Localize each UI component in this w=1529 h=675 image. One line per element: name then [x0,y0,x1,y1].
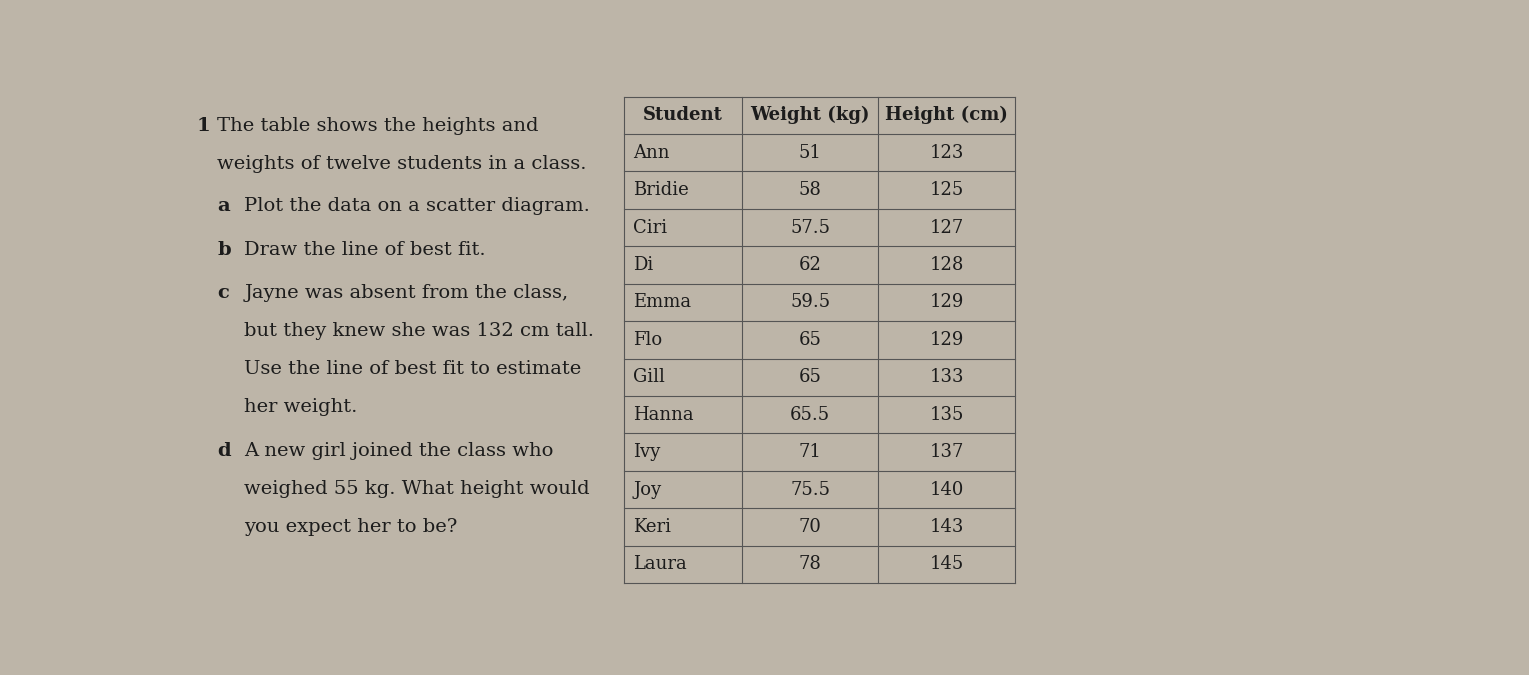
Text: 143: 143 [930,518,963,536]
Text: but they knew she was 132 cm tall.: but they knew she was 132 cm tall. [245,322,595,340]
Text: d: d [217,441,231,460]
Text: 128: 128 [930,256,963,274]
Text: 127: 127 [930,219,963,236]
Text: 135: 135 [930,406,963,424]
Text: 75.5: 75.5 [790,481,830,499]
Text: 137: 137 [930,443,963,461]
Text: Plot the data on a scatter diagram.: Plot the data on a scatter diagram. [245,197,590,215]
Text: Hanna: Hanna [633,406,694,424]
Text: The table shows the heights and: The table shows the heights and [217,117,538,136]
Text: Weight (kg): Weight (kg) [751,106,870,124]
Text: Student: Student [644,106,723,124]
Text: Use the line of best fit to estimate: Use the line of best fit to estimate [245,360,581,378]
Text: 71: 71 [798,443,821,461]
Text: Joy: Joy [633,481,661,499]
Text: Height (cm): Height (cm) [885,106,1008,124]
Text: 51: 51 [798,144,821,162]
Text: 145: 145 [930,556,963,573]
Text: 129: 129 [930,294,963,311]
Text: 58: 58 [798,181,821,199]
Text: Ivy: Ivy [633,443,661,461]
Text: weighed 55 kg. What height would: weighed 55 kg. What height would [245,480,590,497]
Text: Flo: Flo [633,331,662,349]
Text: a: a [217,197,229,215]
Text: Ciri: Ciri [633,219,667,236]
Text: her weight.: her weight. [245,398,358,416]
Text: 125: 125 [930,181,963,199]
Text: Laura: Laura [633,556,687,573]
Text: 65: 65 [798,331,821,349]
Text: 62: 62 [798,256,821,274]
Text: 133: 133 [930,369,963,386]
Text: 70: 70 [798,518,821,536]
Text: Ann: Ann [633,144,670,162]
Text: 129: 129 [930,331,963,349]
Text: c: c [217,284,229,302]
Text: b: b [217,241,231,259]
Text: Keri: Keri [633,518,671,536]
Text: 1: 1 [197,117,211,136]
Text: 65.5: 65.5 [790,406,830,424]
Text: Draw the line of best fit.: Draw the line of best fit. [245,241,486,259]
Text: 123: 123 [930,144,963,162]
Text: A new girl joined the class who: A new girl joined the class who [245,441,553,460]
Text: Jayne was absent from the class,: Jayne was absent from the class, [245,284,569,302]
Text: 140: 140 [930,481,963,499]
Text: Gill: Gill [633,369,665,386]
Text: 57.5: 57.5 [790,219,830,236]
Text: 65: 65 [798,369,821,386]
Text: weights of twelve students in a class.: weights of twelve students in a class. [217,155,587,173]
Text: Di: Di [633,256,653,274]
Text: Emma: Emma [633,294,691,311]
Text: 59.5: 59.5 [790,294,830,311]
Text: Bridie: Bridie [633,181,690,199]
Text: you expect her to be?: you expect her to be? [245,518,457,536]
Text: 78: 78 [798,556,821,573]
